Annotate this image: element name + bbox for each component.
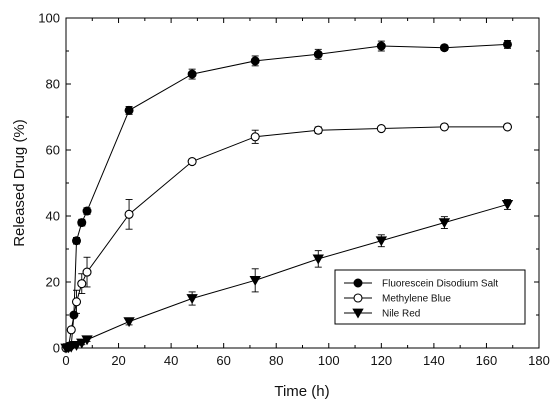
data-point: [186, 294, 198, 305]
data-point: [375, 236, 388, 247]
y-tick-label: 40: [46, 209, 60, 224]
data-point: [72, 236, 82, 246]
data-point: [76, 338, 88, 349]
data-point: [313, 49, 323, 59]
x-axis-title: Time (h): [274, 383, 329, 400]
data-point: [439, 122, 449, 132]
data-point: [439, 43, 449, 53]
x-tick-label: 120: [370, 353, 392, 368]
data-point: [66, 325, 76, 335]
data-point: [376, 41, 386, 51]
data-point: [502, 39, 512, 49]
data-point: [77, 279, 87, 289]
legend: Fluorescein Disodium Salt Methylene Blue N…: [334, 269, 526, 325]
legend-label: Methylene Blue: [382, 294, 451, 305]
x-tick-label: 160: [476, 353, 498, 368]
x-tick-label: 100: [318, 353, 340, 368]
data-point: [249, 275, 261, 286]
y-tick-label: 60: [46, 143, 60, 158]
legend-label: Fluorescein Disodium Salt: [382, 279, 498, 290]
data-point: [71, 297, 82, 307]
y-axis-title: Released Drug (%): [11, 119, 28, 247]
x-tick-label: 140: [423, 353, 445, 368]
axis-ticks: 0 20 40 60 80 100 120 140 160 180 0 20 40 60 80 100: [38, 11, 550, 369]
y-tick-label: 20: [46, 275, 60, 290]
data-point: [438, 218, 451, 229]
data-point: [250, 132, 260, 142]
legend-marker: [353, 278, 363, 288]
legend-marker: [353, 293, 363, 303]
data-points: [60, 39, 514, 354]
y-tick-label: 100: [38, 11, 60, 26]
data-point: [69, 310, 79, 320]
data-point: [376, 124, 386, 134]
data-point: [81, 335, 93, 346]
x-tick-label: 0: [62, 353, 69, 368]
x-tick-label: 60: [216, 353, 230, 368]
data-point: [124, 105, 134, 115]
data-point: [502, 122, 513, 132]
x-tick-label: 180: [528, 353, 550, 368]
data-point: [313, 125, 323, 135]
series-line: [65, 43, 508, 349]
data-point: [82, 206, 92, 216]
x-tick-label: 80: [269, 353, 283, 368]
x-tick-label: 40: [164, 353, 178, 368]
data-point: [312, 254, 324, 265]
data-point: [124, 209, 134, 219]
x-tick-label: 20: [111, 353, 125, 368]
data-point: [123, 317, 135, 328]
data-point: [501, 200, 514, 211]
legend-marker: [352, 308, 364, 319]
data-point: [77, 218, 87, 228]
y-tick-label: 0: [53, 341, 60, 356]
legend-label: Nile Red: [382, 309, 420, 320]
data-point: [187, 69, 197, 79]
data-point: [82, 267, 92, 277]
y-tick-label: 80: [46, 77, 60, 92]
data-point: [250, 56, 260, 66]
data-point: [187, 157, 197, 167]
legend-box: [334, 269, 526, 325]
